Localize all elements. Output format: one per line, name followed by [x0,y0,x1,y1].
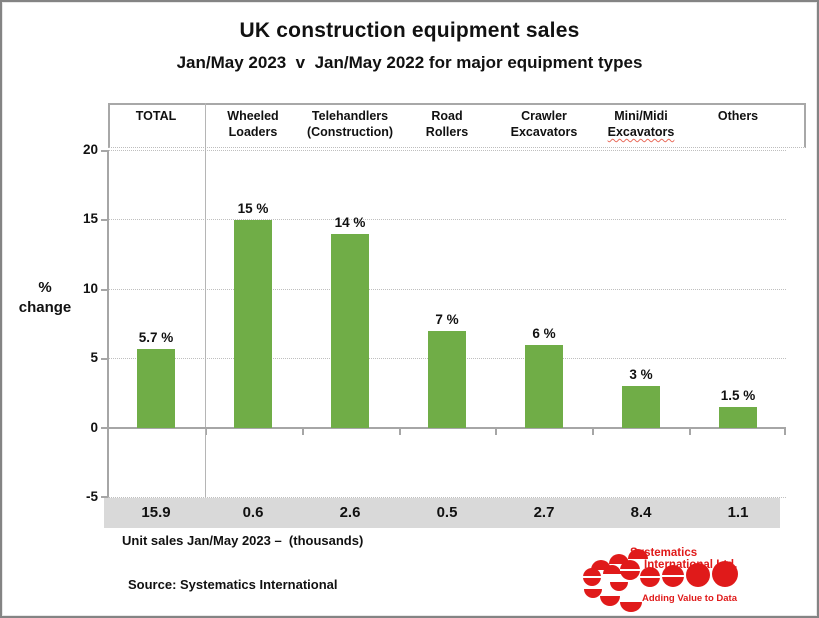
unit-sales-crawler-excavators: 2.7 [533,504,555,521]
bar-crawler-excavators [525,344,563,428]
bar-wheeled-loaders [234,219,272,428]
y-tick-10 [101,289,108,291]
logo-circle-shape [584,589,602,598]
bar-telehandlers [331,233,369,428]
x-tick-2 [302,429,304,435]
bar-road-rollers [428,330,466,428]
logo-circle-shape [628,549,648,559]
y-tick-neg5 [101,496,108,498]
logo-circle-shape [591,560,611,570]
unit-sales-total: 15.9 [141,504,171,521]
logo-circle-stripe [620,569,640,571]
x-tick-6 [689,429,691,435]
bar-total [137,348,175,428]
y-tick-label-0: 0 [90,420,98,435]
logo-name-line2: International Ltd. [644,559,738,571]
y-axis-line [107,150,109,497]
x-tick-1 [205,429,207,435]
total-separator-line [205,103,206,497]
bar-value-label-others: 1.5 % [720,388,756,404]
column-header-total: TOTAL [96,108,216,124]
gridline-20 [108,150,786,151]
y-tick-label-15: 15 [82,211,98,226]
y-axis-title-line1: % [38,279,52,296]
y-tick-20 [101,150,108,152]
bar-value-label-mini-midi-excavators: 3 % [629,367,653,383]
logo-circle-shape [609,554,629,564]
chart-title: UK construction equipment sales [239,19,580,42]
y-tick-label-10: 10 [82,281,98,296]
source-text: Source: Systematics International [128,577,338,592]
bar-value-label-total: 5.7 % [138,329,174,345]
bar-value-label-wheeled-loaders: 15 % [237,200,269,216]
gridline-neg5 [108,497,786,498]
bar-value-label-crawler-excavators: 6 % [532,325,556,341]
logo-circle-shape [603,565,621,574]
logo-circle-shape [620,560,640,580]
column-header-line2: Excavators [510,125,578,139]
column-header-line2: Loaders [228,125,278,139]
column-header-line1: Others [717,109,759,123]
y-tick-5 [101,358,108,360]
logo-circle-shape [686,563,710,587]
gridline-15 [108,219,786,220]
logo-circle-stripe [640,576,660,578]
x-tick-7 [784,429,786,435]
logo-circle-stripe [662,574,684,577]
unit-sales-road-rollers: 0.5 [436,504,458,521]
y-tick-0 [101,427,108,429]
column-header-box [108,103,806,148]
bar-value-label-telehandlers: 14 % [334,214,366,230]
gridline-10 [108,289,786,290]
column-header-line1: Road [431,109,463,123]
column-header-others: Others [678,108,798,124]
logo-tagline: Adding Value to Data [642,593,738,604]
logo-circle-shape [712,561,738,587]
column-header-wheeled-loaders: Wheeled Loaders [193,108,313,140]
y-tick-label-20: 20 [82,142,98,157]
chart-subtitle: Jan/May 2023 v Jan/May 2022 for major eq… [176,53,643,72]
column-header-telehandlers: Telehandlers (Construction) [290,108,410,140]
x-tick-3 [399,429,401,435]
bar-mini-midi-excavators [622,386,660,428]
logo-circle-shape [600,596,620,606]
column-header-mini-midi-excavators: Mini/Midi Excavators [581,108,701,140]
column-header-line1: Wheeled [227,109,279,123]
logo-circle-shape [662,565,684,587]
y-axis-title: % change [14,278,76,318]
unit-sales-telehandlers: 2.6 [339,504,361,521]
column-header-line1: Telehandlers [311,109,389,123]
column-header-line1: Crawler [521,109,567,123]
y-tick-label-neg5: -5 [85,489,98,504]
column-header-line1: Mini/Midi [614,109,668,123]
column-header-line2: (Construction) [306,125,394,139]
x-axis-zero-line [108,427,786,429]
unit-sales-mini-midi-excavators: 8.4 [630,504,652,521]
logo-circle-shape [583,568,601,586]
x-tick-4 [495,429,497,435]
bar-others [719,407,757,428]
unit-sales-caption: Unit sales Jan/May 2023 – (thousands) [122,533,364,548]
y-tick-label-5: 5 [90,350,98,365]
unit-sales-others: 1.1 [727,504,749,521]
bar-value-label-road-rollers: 7 % [435,311,459,327]
x-tick-5 [592,429,594,435]
unit-sales-band [104,498,780,528]
systematics-logo: Systematics International Ltd. Adding Va… [580,547,745,613]
column-header-road-rollers: Road Rollers [387,108,507,140]
unit-sales-wheeled-loaders: 0.6 [242,504,264,521]
column-header-crawler-excavators: Crawler Excavators [484,108,604,140]
logo-name-line1: Systematics [630,547,698,559]
column-header-line1: TOTAL [135,109,177,123]
logo-circle-shape [640,567,660,587]
logo-circle-shape [610,582,628,591]
y-tick-15 [101,219,108,221]
logo-circle-shape [620,602,642,612]
column-header-line2: Rollers [425,125,469,139]
logo-circle-stripe [583,576,601,579]
y-axis-title-line2: change [18,299,72,316]
column-header-line2-spellcheck: Excavators [607,125,675,139]
